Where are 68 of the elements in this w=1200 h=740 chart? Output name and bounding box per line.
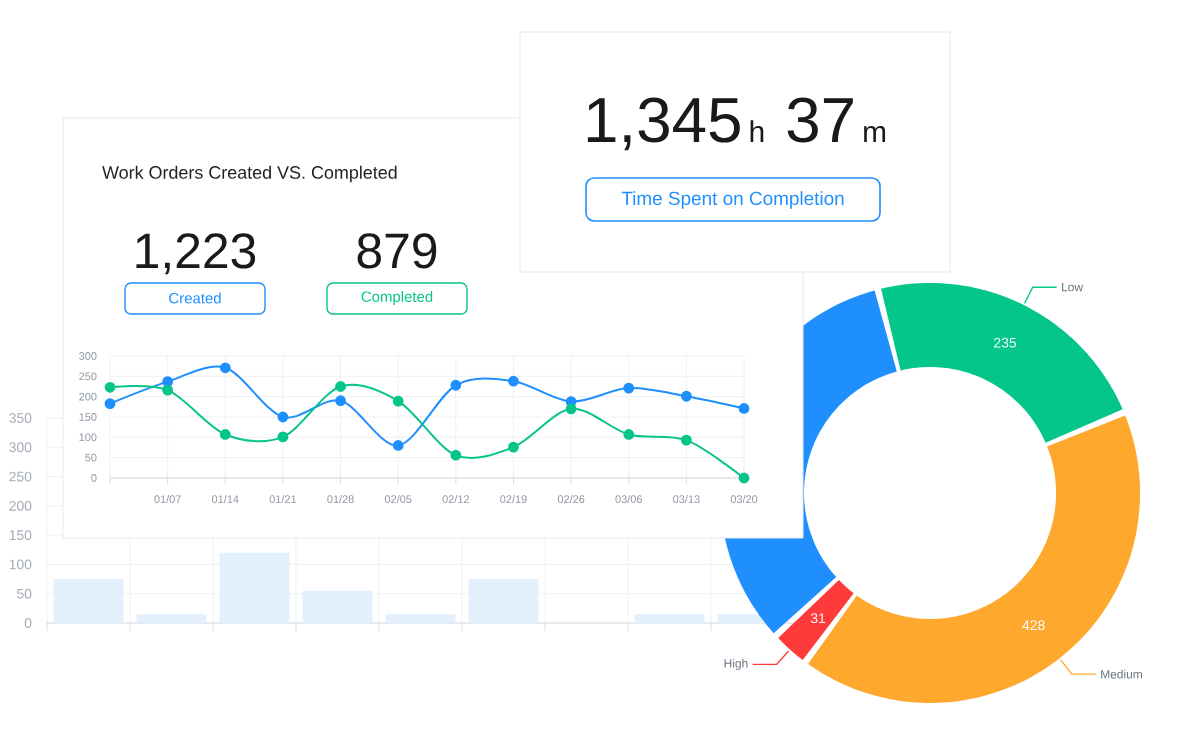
x-tick-label: 02/26 (557, 495, 585, 504)
text: 1,345 (587, 97, 740, 151)
point (450, 379, 462, 391)
point (508, 375, 519, 387)
point (738, 403, 750, 414)
slice-label: High (724, 658, 748, 670)
point (392, 440, 404, 451)
y-tick-label: 300 (79, 352, 97, 360)
y-tick-label: 100 (79, 433, 97, 442)
chart-title: Work Orders Created VS. Completed (102, 165, 397, 183)
text: 37 (787, 97, 853, 143)
y-tick-label: 50 (85, 453, 97, 462)
point (623, 382, 635, 394)
y-tick-label: 150 (79, 413, 97, 421)
point (680, 390, 692, 402)
point (738, 472, 750, 484)
point (565, 403, 577, 415)
y-tick-label: 200 (79, 392, 97, 401)
point (219, 362, 231, 374)
y-tick-label: 50 (17, 588, 32, 599)
text: 1,223 (136, 233, 256, 275)
text: 879 (357, 233, 437, 269)
x-tick-label: 02/12 (442, 495, 470, 504)
legend-label: Completed (361, 291, 433, 305)
point (392, 395, 404, 407)
point (335, 395, 346, 407)
y-tick-label: 250 (79, 372, 97, 381)
point (450, 449, 462, 461)
x-tick-label: 01/14 (212, 495, 239, 504)
y-tick-label: 300 (9, 442, 32, 453)
y-tick-label: 150 (9, 530, 32, 541)
point (277, 431, 289, 443)
y-tick-label: 0 (24, 618, 32, 628)
point (104, 381, 116, 393)
x-tick-label: 03/13 (673, 495, 700, 504)
point (162, 376, 174, 387)
y-tick-label: 0 (91, 474, 97, 482)
text: Time Spent on Completion (621, 191, 844, 209)
point (104, 398, 116, 409)
slice-label: Medium (1101, 669, 1142, 679)
bar (385, 614, 456, 623)
x-tick-label: 01/28 (327, 495, 354, 504)
data-label: 235 (994, 337, 1017, 348)
data-label: 428 (1022, 620, 1045, 631)
y-tick-label: 200 (9, 500, 32, 511)
bar (634, 614, 705, 623)
y-tick-label: 100 (9, 559, 32, 570)
x-tick-label: 01/21 (269, 495, 297, 504)
point (219, 429, 231, 440)
slice-label: Low (1062, 283, 1084, 292)
x-tick-label: 02/19 (500, 495, 527, 504)
point (335, 381, 346, 392)
text: m (864, 125, 886, 142)
x-tick-label: 01/07 (154, 495, 181, 504)
point (162, 384, 174, 396)
y-tick-label: 250 (9, 471, 32, 482)
point (277, 411, 289, 423)
y-tick-label: 350 (9, 413, 32, 423)
x-tick-label: 03/20 (730, 495, 758, 504)
bar (136, 614, 207, 623)
x-tick-label: 02/05 (384, 495, 412, 504)
data-label: 31 (810, 613, 826, 624)
point (508, 441, 519, 453)
text: h (750, 120, 764, 142)
point (680, 434, 692, 446)
x-tick-label: 03/06 (615, 495, 642, 504)
point (623, 429, 635, 440)
text: Created (169, 292, 221, 304)
